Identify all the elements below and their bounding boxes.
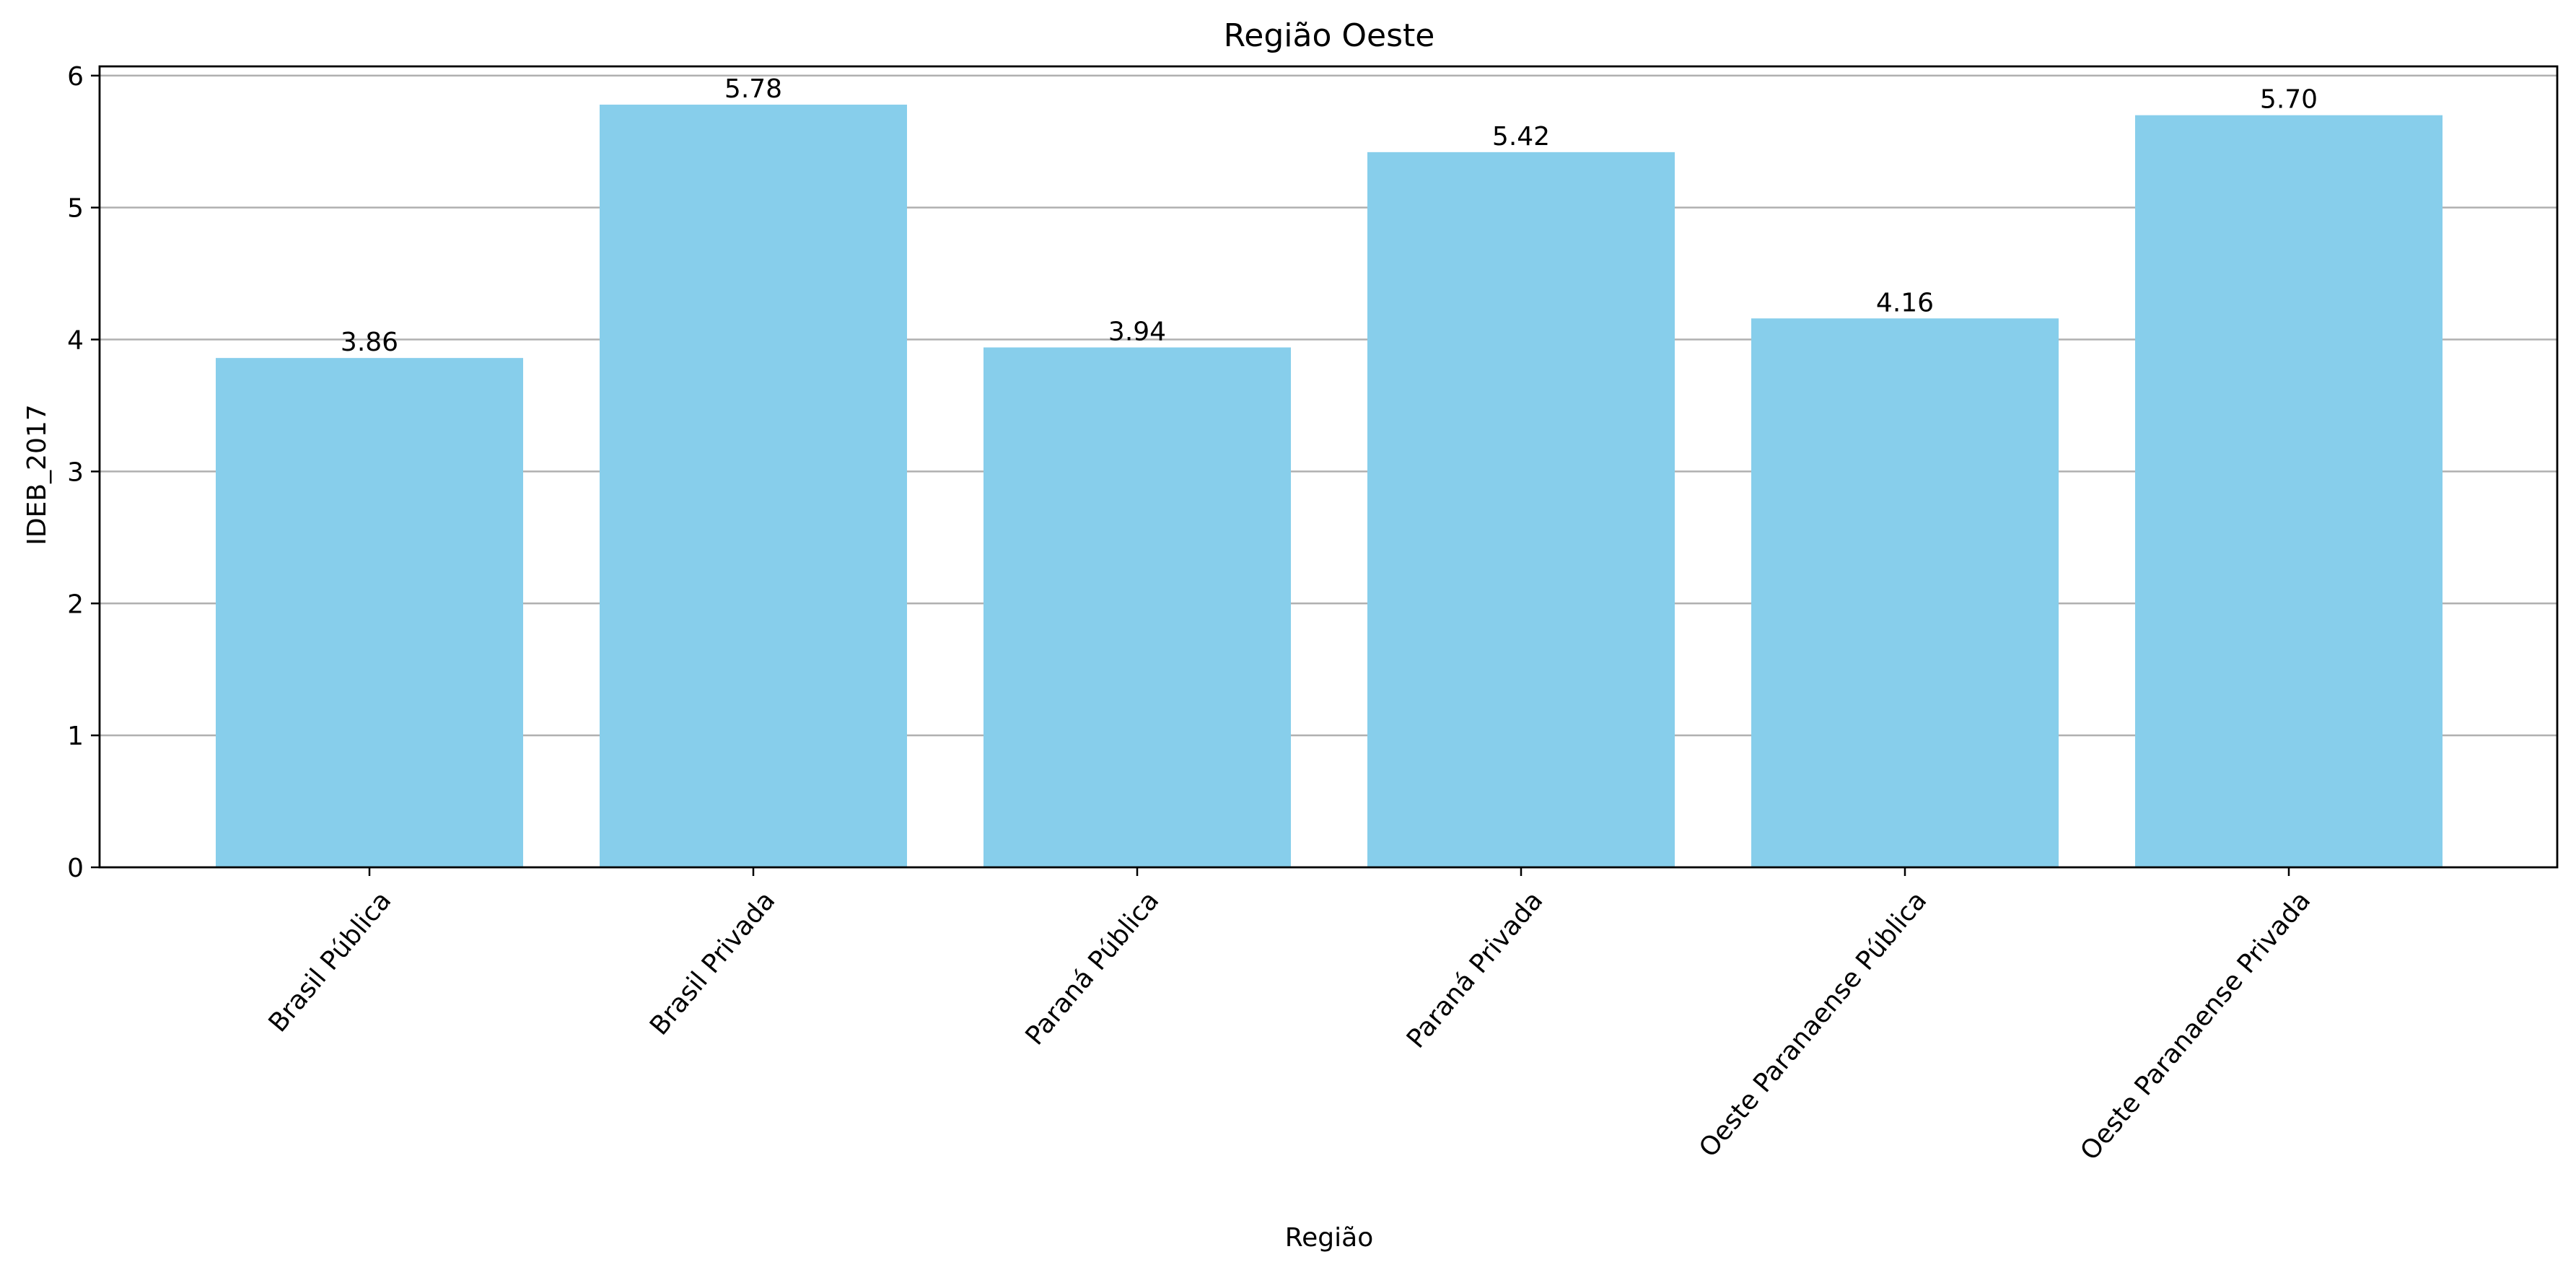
y-axis-label: IDEB_2017 (22, 404, 52, 545)
y-tick-label: 1 (67, 722, 84, 751)
bar (216, 358, 523, 867)
y-tick-label: 6 (67, 62, 84, 92)
bar (983, 347, 1291, 868)
value-labels: 3.86 5.78 3.94 5.42 4.16 5.70 (341, 74, 2318, 357)
bar-value-label: 5.42 (1492, 122, 1550, 152)
chart-title: Região Oeste (1224, 17, 1435, 54)
x-axis-label: Região (1285, 1223, 1373, 1253)
bar-value-label: 3.94 (1108, 317, 1166, 347)
bar-value-label: 5.70 (2260, 85, 2318, 115)
bar (1367, 152, 1675, 867)
bar (1751, 318, 2059, 867)
y-tick-label: 3 (67, 457, 84, 487)
bar-value-label: 5.78 (724, 74, 782, 104)
bars (216, 105, 2443, 868)
bar (600, 105, 907, 868)
bar (2135, 115, 2443, 867)
y-tick-label: 0 (67, 854, 84, 883)
bar-value-label: 4.16 (1876, 288, 1934, 317)
plot-frame (98, 65, 2559, 869)
y-tick-label: 4 (67, 326, 84, 356)
bar-value-label: 3.86 (341, 328, 398, 357)
y-tick-label: 2 (67, 590, 84, 619)
y-tick-label: 5 (67, 194, 84, 224)
